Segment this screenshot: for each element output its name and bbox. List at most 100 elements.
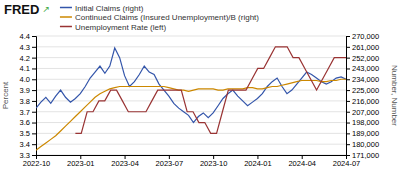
tick-mark xyxy=(346,144,350,145)
tick-mark xyxy=(346,68,350,69)
annotation: ↗ xyxy=(42,4,50,14)
tick-mark xyxy=(346,79,350,80)
tick-mark xyxy=(32,155,36,156)
tick-mark xyxy=(32,79,36,80)
tick: 3.8 xyxy=(20,97,36,106)
legend-label: Continued Claims (Insured Unemployment)/… xyxy=(75,13,259,22)
tick-mark xyxy=(32,133,36,134)
y-axis-title: Percent xyxy=(1,81,10,109)
tick: 270,000 xyxy=(346,32,379,41)
grid-line xyxy=(36,68,346,69)
tick: 2024-04 xyxy=(288,155,316,168)
grid-line xyxy=(36,46,346,47)
tick-label: 2022-10 xyxy=(23,159,51,168)
tick-label: 225,000 xyxy=(352,86,379,95)
x-axis: 2022-102023-012023-042023-072023-102024-… xyxy=(23,155,361,168)
tick-mark xyxy=(32,68,36,69)
tick-label: 4.3 xyxy=(20,43,30,52)
title: FRED xyxy=(4,2,39,17)
tick-mark xyxy=(32,58,36,59)
tick: 3.7 xyxy=(20,108,36,117)
tick: 234,000 xyxy=(346,75,379,84)
tick-label: 180,000 xyxy=(352,140,379,149)
chart-svg: 2022-102023-012023-042023-072023-102024-… xyxy=(0,0,398,171)
legend-swatch xyxy=(60,26,72,28)
tick-label: 189,000 xyxy=(352,129,379,138)
tick-mark xyxy=(32,90,36,91)
tick: 3.5 xyxy=(20,129,36,138)
tick-label: 4.2 xyxy=(20,54,30,63)
tick-mark xyxy=(32,144,36,145)
tick-mark xyxy=(346,58,350,59)
legend-label: Initial Claims (right) xyxy=(75,4,144,13)
tick-mark xyxy=(346,101,350,102)
tick-label: 3.4 xyxy=(20,140,30,149)
tick-label: 243,000 xyxy=(352,64,379,73)
tick: 252,000 xyxy=(346,54,379,63)
grid-line xyxy=(36,133,346,134)
tick-label: 4.4 xyxy=(20,32,30,41)
grid-line xyxy=(36,144,346,145)
tick: 2023-01 xyxy=(67,155,95,168)
grid-line xyxy=(36,122,346,123)
tick: 3.4 xyxy=(20,140,36,149)
tick-mark xyxy=(32,112,36,113)
tick-mark xyxy=(32,101,36,102)
tick: 198,000 xyxy=(346,118,379,127)
tick-mark xyxy=(346,47,350,48)
tick-mark xyxy=(346,90,350,91)
tick: 4.2 xyxy=(20,54,36,63)
tick-mark xyxy=(346,112,350,113)
axis-domain xyxy=(32,37,37,156)
legend-label: Unemployment Rate (left) xyxy=(75,23,166,32)
axis-domain xyxy=(347,37,351,156)
tick: 189,000 xyxy=(346,129,379,138)
tick-label: 3.5 xyxy=(20,129,30,138)
tick: 2024-01 xyxy=(244,155,272,168)
tick-mark xyxy=(32,47,36,48)
tick: 4.1 xyxy=(20,64,36,73)
legend-swatch xyxy=(60,16,72,18)
tick: 4.0 xyxy=(20,75,36,84)
series-line xyxy=(36,79,346,150)
chart-container: 2022-102023-012023-042023-072023-102024-… xyxy=(0,0,398,171)
tick: 216,000 xyxy=(346,97,379,106)
tick-label: 252,000 xyxy=(352,54,379,63)
grid xyxy=(36,36,346,155)
tick-label: 207,000 xyxy=(352,108,379,117)
tick: 3.6 xyxy=(20,118,36,127)
tick: 261,000 xyxy=(346,43,379,52)
tick-mark xyxy=(32,123,36,124)
tick: 2023-10 xyxy=(200,155,228,168)
tick-label: 171,000 xyxy=(352,151,379,160)
tick: 225,000 xyxy=(346,86,379,95)
tick-label: 270,000 xyxy=(352,32,379,41)
tick-label: 198,000 xyxy=(352,118,379,127)
tick-label: 261,000 xyxy=(352,43,379,52)
legend-item: Continued Claims (Insured Unemployment)/… xyxy=(60,13,259,22)
tick: 171,000 xyxy=(346,151,379,160)
tick: 3.9 xyxy=(20,86,36,95)
y-axis: 3.3 3.4 3.5 3.63.7 3.8 3.9 4.0 4.14.2 4.3 4.4 xyxy=(20,32,37,160)
tick-label: 216,000 xyxy=(352,97,379,106)
tick-mark xyxy=(346,36,350,37)
tick-label: 2023-01 xyxy=(67,159,95,168)
tick: 3.3 xyxy=(20,151,36,160)
series-line xyxy=(75,47,346,134)
tick-label: 2023-10 xyxy=(200,159,228,168)
grid-line xyxy=(36,79,346,80)
tick-label: 3.6 xyxy=(20,118,30,127)
grid-line xyxy=(36,36,346,37)
y2-axis: 171,000 180,000 189,000 198,000207,000 216,0… xyxy=(346,32,379,160)
tick-mark xyxy=(32,36,36,37)
tick-label: 2024-01 xyxy=(244,159,272,168)
tick-mark xyxy=(346,155,350,156)
tick: 243,000 xyxy=(346,64,379,73)
tick: 2023-07 xyxy=(156,155,184,168)
legend-item: Unemployment Rate (left) xyxy=(60,23,166,32)
tick-label: 3.9 xyxy=(20,86,30,95)
tick-label: 2023-07 xyxy=(156,159,184,168)
tick: 4.4 xyxy=(20,32,36,41)
tick-mark xyxy=(346,133,350,134)
tick: 180,000 xyxy=(346,140,379,149)
